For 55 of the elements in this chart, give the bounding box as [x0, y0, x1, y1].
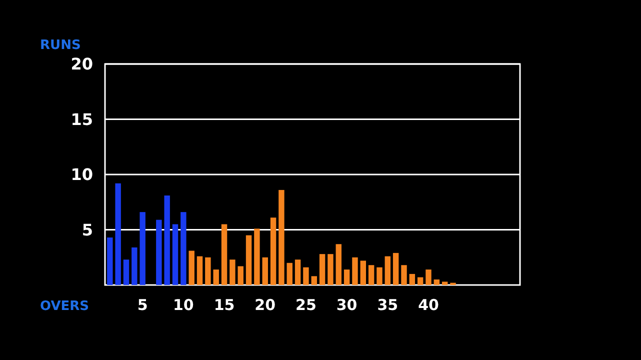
bar [409, 274, 416, 285]
bar [238, 266, 244, 285]
bar [164, 195, 170, 285]
bar [107, 237, 113, 285]
bar [311, 276, 317, 285]
bar [115, 183, 121, 285]
bar [384, 256, 391, 285]
bar [123, 260, 130, 285]
bar [303, 267, 309, 285]
bar [328, 254, 334, 285]
bar [230, 260, 236, 285]
x-tick-label: 15 [214, 296, 235, 314]
y-tick-label: 15 [70, 110, 93, 129]
bar [172, 224, 178, 285]
bar [368, 265, 374, 285]
y-tick-label: 10 [70, 165, 93, 184]
bar [376, 267, 382, 285]
bar [132, 247, 138, 285]
x-tick-label: 5 [137, 296, 148, 314]
y-tick-label: 20 [70, 54, 93, 74]
bar [442, 282, 448, 285]
x-tick-label: 20 [254, 296, 276, 314]
bar [344, 270, 350, 285]
bar [426, 270, 432, 285]
bar [213, 270, 219, 285]
x-tick-label: 40 [418, 296, 439, 314]
bar [262, 257, 268, 285]
x-tick-label: 30 [336, 296, 358, 314]
bar [434, 279, 440, 285]
bar [221, 224, 228, 285]
bar [196, 256, 203, 285]
bar [254, 228, 260, 285]
x-axis-title: OVERS [40, 299, 90, 314]
bar [180, 212, 186, 285]
bar [294, 260, 301, 285]
bar [188, 250, 194, 285]
bar [270, 218, 276, 285]
bar [392, 252, 399, 285]
bar [352, 257, 358, 285]
x-tick-label: 35 [377, 296, 398, 314]
bar [278, 190, 284, 285]
bar [246, 235, 252, 285]
x-tick-label: 10 [172, 296, 194, 314]
bar [140, 212, 146, 285]
bar [319, 254, 326, 285]
x-tick-label: 25 [296, 296, 316, 314]
bar [417, 277, 424, 285]
bar [336, 244, 342, 285]
y-tick-label: 5 [82, 220, 93, 240]
bar [286, 262, 292, 285]
bar [401, 265, 407, 285]
bar [205, 257, 211, 285]
y-axis-title: RUNS [40, 38, 81, 53]
bar [360, 260, 366, 285]
bar [156, 220, 162, 285]
